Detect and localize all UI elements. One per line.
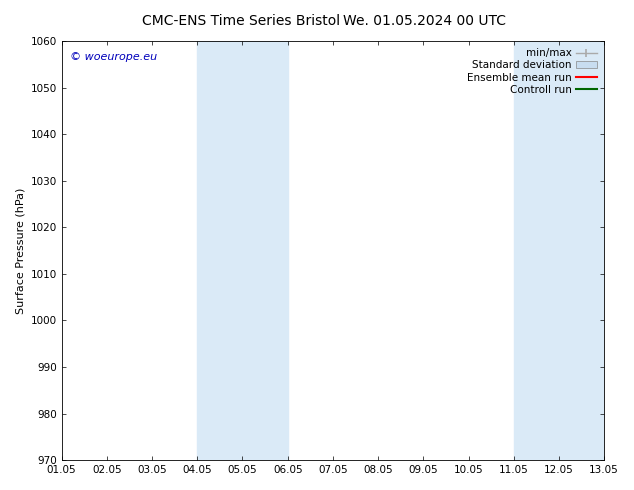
Legend: min/max, Standard deviation, Ensemble mean run, Controll run: min/max, Standard deviation, Ensemble me… [463,44,601,99]
Text: We. 01.05.2024 00 UTC: We. 01.05.2024 00 UTC [343,14,507,28]
Bar [514,41,604,460]
Bar [197,41,288,460]
Text: © woeurope.eu: © woeurope.eu [70,51,157,62]
Y-axis label: Surface Pressure (hPa): Surface Pressure (hPa) [15,187,25,314]
Text: CMC-ENS Time Series Bristol: CMC-ENS Time Series Bristol [142,14,340,28]
